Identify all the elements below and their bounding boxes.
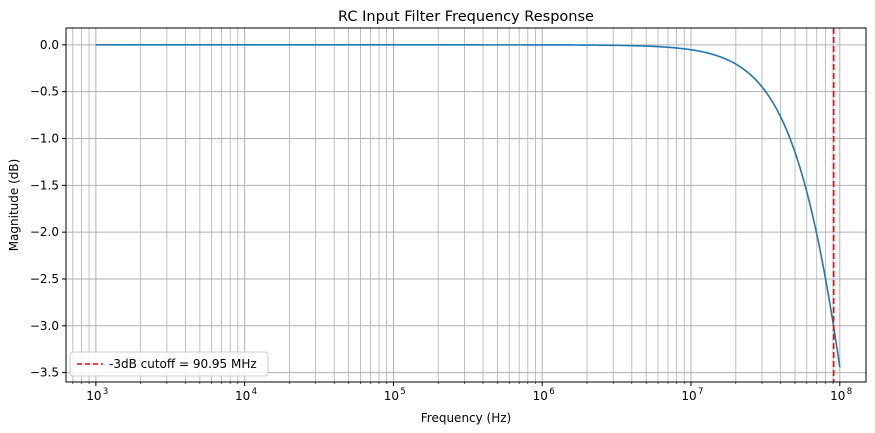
- x-tick-mantissa: 10: [235, 389, 250, 403]
- y-tick-label: 0.0: [40, 38, 59, 52]
- x-tick-exponent: 4: [252, 387, 257, 397]
- x-tick-label: 10 4: [235, 387, 257, 403]
- plot-area: [95, 28, 841, 382]
- x-tick-exponent: 7: [698, 387, 703, 397]
- chart-title: RC Input Filter Frequency Response: [338, 9, 594, 25]
- legend-label-cutoff: -3dB cutoff = 90.95 MHz: [109, 357, 257, 371]
- y-axis-ticks: 0.0 −0.5 −1.0 −1.5 −2.0 −2.5 −3.0 −3.5: [30, 38, 66, 380]
- x-tick-mantissa: 10: [533, 389, 548, 403]
- x-tick-label: 10 5: [384, 387, 406, 403]
- legend: -3dB cutoff = 90.95 MHz: [69, 351, 269, 377]
- series-line-magnitude: [95, 44, 841, 368]
- y-tick-label: −3.5: [30, 366, 59, 380]
- x-tick-exponent: 5: [400, 387, 405, 397]
- x-tick-exponent: 3: [103, 387, 108, 397]
- x-tick-exponent: 6: [549, 387, 554, 397]
- x-tick-label: 10 7: [681, 387, 703, 403]
- legend-box: [69, 351, 269, 377]
- y-tick-label: −3.0: [30, 319, 59, 333]
- y-tick-label: −1.5: [30, 178, 59, 192]
- x-tick-mantissa: 10: [830, 389, 845, 403]
- x-tick-mantissa: 10: [681, 389, 696, 403]
- x-axis-label: Frequency (Hz): [421, 411, 512, 425]
- x-tick-exponent: 8: [847, 387, 852, 397]
- y-tick-label: −0.5: [30, 85, 59, 99]
- x-tick-label: 10 3: [86, 387, 108, 403]
- axes-frame: [65, 27, 867, 383]
- x-tick-mantissa: 10: [384, 389, 399, 403]
- y-tick-label: −1.0: [30, 132, 59, 146]
- x-tick-label: 10 8: [830, 387, 852, 403]
- y-axis-label: Magnitude (dB): [7, 159, 21, 252]
- x-tick-mantissa: 10: [86, 389, 101, 403]
- x-axis-ticks: 10 3 10 4 10 5 10 6 10 7 10 8: [72, 382, 852, 403]
- grid-lines: [66, 28, 866, 382]
- x-tick-label: 10 6: [533, 387, 555, 403]
- y-tick-label: −2.0: [30, 225, 59, 239]
- y-tick-label: −2.5: [30, 272, 59, 286]
